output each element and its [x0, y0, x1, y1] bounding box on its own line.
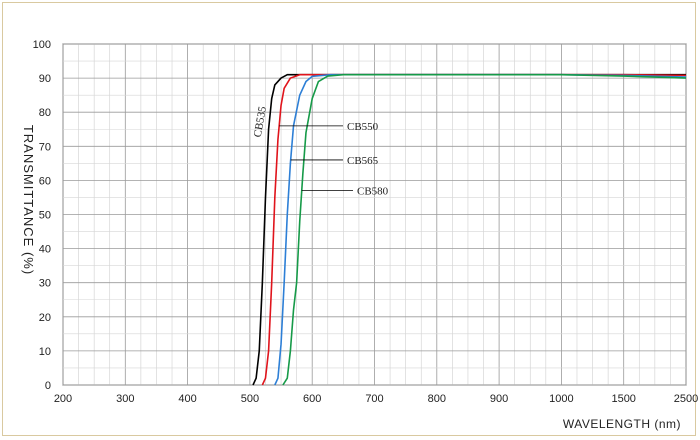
series-line-cb580 [282, 73, 687, 386]
x-tick-label: 1000 [549, 393, 573, 405]
y-tick-label: 80 [39, 107, 51, 119]
x-tick-label: 700 [365, 393, 383, 405]
y-tick-label: 30 [39, 278, 51, 290]
x-tick-label: 1500 [611, 393, 635, 405]
series-lines [252, 73, 687, 386]
label-cb550: CB550 [347, 121, 379, 133]
x-tick-label: 500 [241, 393, 259, 405]
label-cb580: CB580 [357, 186, 389, 198]
x-tick-label: 900 [490, 393, 508, 405]
y-tick-label: 20 [39, 312, 51, 324]
y-tick-label: 10 [39, 346, 51, 358]
grid [62, 43, 687, 386]
y-tick-label: 100 [33, 39, 51, 51]
y-tick-label: 90 [39, 73, 51, 85]
tick-labels: 0 10 20 30 40 50 60 70 80 90 100 200 300 400 500 600 700… [33, 39, 699, 405]
y-tick-label: 70 [39, 141, 51, 153]
label-cb535: CB535 [252, 105, 269, 138]
x-tick-label: 300 [116, 393, 134, 405]
y-tick-label: 60 [39, 175, 51, 187]
x-tick-label: 2500 [674, 393, 698, 405]
y-tick-label: 40 [39, 244, 51, 256]
x-axis-label: WAVELENGTH (nm) [563, 417, 681, 431]
x-tick-label: 200 [54, 393, 72, 405]
y-axis-label: TRANSMITTANCE (%) [21, 125, 36, 275]
y-tick-label: 50 [39, 210, 51, 222]
x-tick-label: 600 [303, 393, 321, 405]
x-tick-label: 400 [178, 393, 196, 405]
y-tick-label: 0 [45, 380, 51, 392]
series-labels: CB535 CB550 CB565 CB580 [252, 105, 389, 198]
label-cb565: CB565 [347, 155, 379, 167]
x-tick-label: 800 [428, 393, 446, 405]
